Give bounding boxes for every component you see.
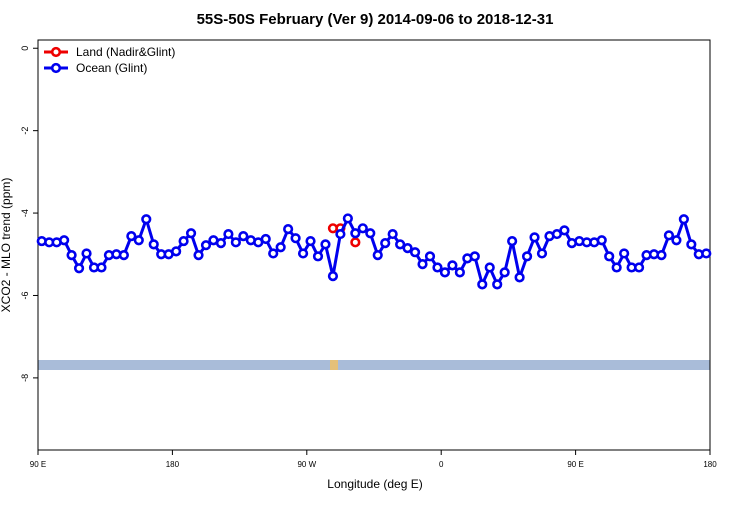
data-point	[327, 271, 339, 282]
x-tick-label: 90 E	[30, 460, 46, 469]
data-point	[357, 223, 368, 234]
data-point	[350, 237, 361, 248]
data-point	[335, 228, 346, 240]
data-point	[529, 232, 540, 243]
data-point	[268, 248, 279, 259]
data-point	[395, 239, 406, 250]
data-point	[424, 251, 436, 262]
y-tick-label: -2	[20, 127, 30, 135]
data-point	[350, 228, 361, 239]
data-point	[118, 249, 129, 261]
data-point	[148, 239, 159, 250]
y-tick-label: -8	[20, 374, 30, 382]
data-point	[223, 228, 234, 240]
data-point	[297, 248, 309, 259]
data-point	[656, 249, 667, 261]
y-axis-label: XCO2 - MLO trend (ppm)	[0, 178, 13, 313]
data-point	[260, 233, 271, 245]
data-point	[536, 248, 548, 259]
data-point	[402, 242, 413, 254]
data-point	[432, 262, 443, 273]
legend-marker	[50, 62, 62, 74]
data-point	[96, 262, 107, 273]
surface-band	[38, 360, 710, 370]
data-point	[604, 251, 615, 262]
data-point	[701, 248, 712, 259]
data-point	[238, 231, 249, 242]
data-point	[663, 230, 675, 241]
data-point	[484, 262, 495, 273]
data-point	[305, 235, 316, 247]
data-point	[141, 214, 152, 225]
plot-frame	[37, 39, 711, 451]
data-point	[439, 267, 451, 278]
data-point	[178, 235, 189, 247]
x-tick-label: 180	[703, 460, 717, 469]
data-point	[342, 213, 353, 224]
data-point	[507, 235, 518, 247]
data-point	[551, 228, 563, 240]
data-point	[409, 247, 421, 258]
data-point	[230, 237, 241, 248]
data-point	[171, 246, 182, 257]
data-point	[372, 249, 383, 261]
data-point	[596, 235, 607, 246]
y-tick-label: 0	[20, 46, 30, 51]
data-point	[678, 214, 689, 225]
data-point	[686, 239, 697, 250]
legend-label: Ocean (Glint)	[76, 61, 147, 75]
data-point	[283, 224, 294, 235]
data-point	[59, 235, 70, 246]
data-point	[559, 225, 570, 236]
x-tick-label: 180	[166, 460, 180, 469]
x-axis-label: Longitude (deg E)	[327, 477, 422, 491]
data-point	[275, 242, 286, 253]
chart-title: 55S-50S February (Ver 9) 2014-09-06 to 2…	[197, 11, 554, 28]
data-point	[447, 260, 458, 271]
data-point	[619, 248, 630, 259]
data-point	[492, 279, 503, 290]
data-point	[312, 251, 324, 262]
data-point	[469, 251, 480, 262]
data-point	[365, 228, 376, 239]
x-tick-label: 0	[439, 460, 444, 469]
data-point	[387, 228, 398, 240]
y-tick-label: -4	[20, 209, 30, 217]
data-point	[133, 235, 144, 246]
data-point	[66, 249, 77, 261]
data-point	[185, 228, 197, 239]
data-point	[320, 239, 331, 250]
legend-label: Land (Nadir&Glint)	[76, 45, 175, 59]
data-point	[454, 267, 465, 278]
legend-marker	[50, 46, 62, 58]
land-patch	[330, 360, 338, 370]
data-point	[200, 240, 212, 251]
data-point	[417, 259, 428, 270]
data-point	[380, 238, 391, 249]
data-point	[215, 238, 227, 249]
data-point	[521, 251, 533, 262]
data-point	[499, 267, 510, 278]
x-tick-label: 90 E	[567, 460, 583, 469]
data-point	[73, 263, 85, 274]
data-point	[126, 231, 137, 242]
data-point	[81, 248, 92, 259]
data-point	[290, 233, 301, 244]
data-point	[671, 235, 682, 246]
data-point	[633, 262, 645, 273]
y-tick-label: -6	[20, 291, 30, 299]
data-point	[611, 262, 622, 273]
data-point	[514, 272, 525, 283]
data-point	[477, 279, 488, 290]
x-tick-label: 90 W	[297, 460, 316, 469]
data-point	[193, 249, 204, 261]
